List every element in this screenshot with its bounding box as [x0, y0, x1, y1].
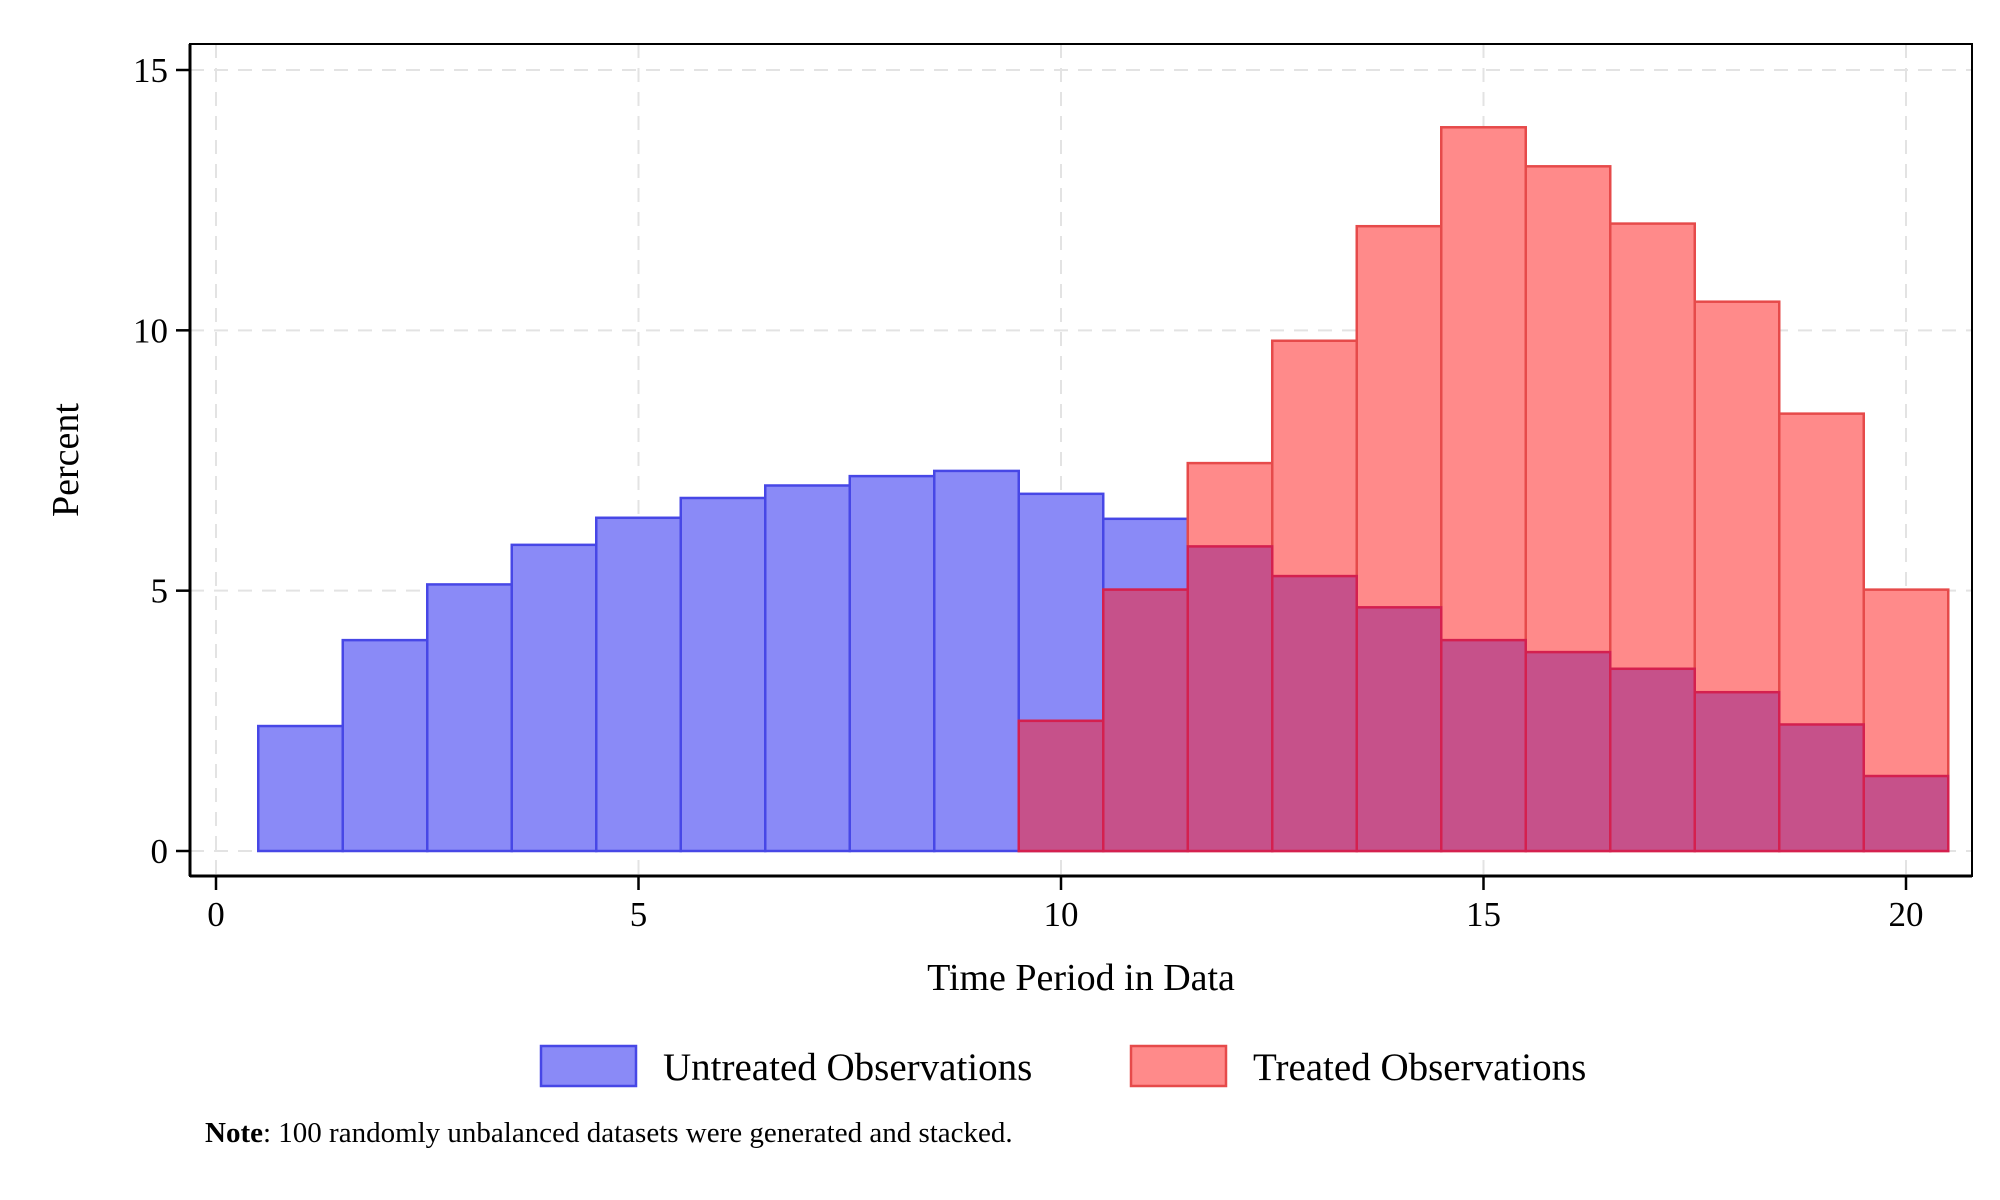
overlap-bar	[1355, 606, 1443, 853]
note-text: : 100 randomly unbalanced datasets were …	[262, 1117, 1013, 1149]
x-tick-label: 0	[207, 895, 225, 934]
untreated-bar	[679, 496, 767, 853]
legend-swatch-treated	[1129, 1044, 1228, 1088]
x-tick-label: 5	[630, 895, 648, 934]
overlap-bar	[1102, 588, 1189, 853]
overlap-bar	[1524, 650, 1612, 853]
untreated-bar	[510, 543, 598, 853]
x-axis-title: Time Period in Data	[927, 957, 1235, 999]
untreated-bar	[595, 516, 682, 853]
y-tick-label: 5	[151, 572, 169, 611]
untreated-bar	[341, 638, 429, 853]
untreated-bar	[933, 469, 1020, 853]
untreated-bar	[848, 474, 936, 853]
untreated-bar	[764, 484, 851, 853]
overlap-bar	[1440, 638, 1527, 853]
axes: 0 5 10 15 0 5 10 15 20	[133, 44, 1972, 934]
y-axis-title: Percent	[45, 403, 87, 517]
x-tick-label: 10	[1044, 895, 1079, 934]
overlap-bar	[1271, 574, 1358, 853]
chart-note: Note: 100 randomly unbalanced datasets w…	[205, 1117, 1013, 1150]
legend-swatch-untreated	[539, 1044, 638, 1088]
overlap-bar	[1609, 667, 1696, 853]
untreated-bar	[257, 724, 344, 853]
legend: Untreated Observations Treated Observati…	[539, 1044, 1586, 1089]
overlap-bars	[1017, 545, 1950, 853]
y-tick-label: 0	[151, 832, 169, 871]
overlap-bar	[1862, 774, 1950, 853]
overlap-bar	[1693, 690, 1781, 853]
overlap-bar	[1186, 545, 1274, 853]
legend-label-treated: Treated Observations	[1253, 1046, 1586, 1089]
y-tick-label: 10	[133, 311, 168, 350]
legend-label-untreated: Untreated Observations	[663, 1046, 1032, 1089]
x-tick-label: 15	[1466, 895, 1501, 934]
overlap-bar	[1778, 723, 1865, 853]
x-tick-label: 20	[1889, 895, 1924, 934]
y-tick-label: 15	[133, 51, 168, 90]
untreated-bar	[426, 583, 513, 853]
overlap-bar	[1017, 719, 1105, 853]
note-label: Note	[205, 1117, 263, 1149]
